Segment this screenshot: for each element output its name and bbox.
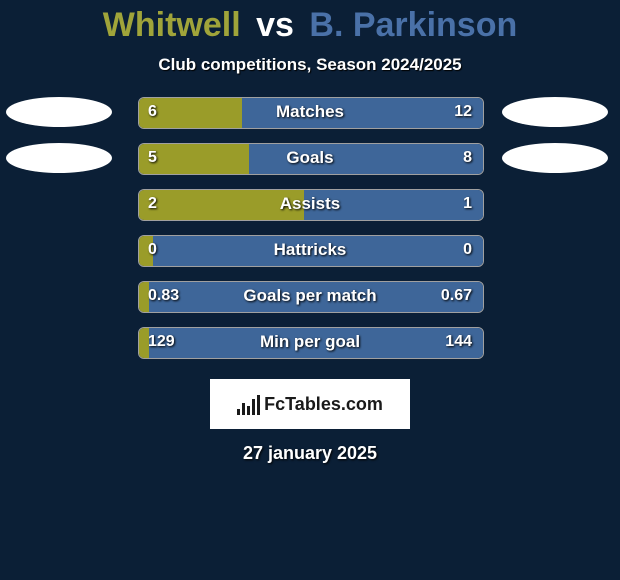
stat-value-right: 8: [463, 143, 472, 173]
bar-track: [138, 143, 484, 175]
stat-row: Min per goal129144: [0, 327, 620, 373]
stat-value-left: 5: [148, 143, 157, 173]
player2-avatar-icon: [502, 97, 608, 127]
stat-row: Assists21: [0, 189, 620, 235]
player1-avatar-icon: [6, 97, 112, 127]
player2-avatar-icon: [502, 143, 608, 173]
bar-fill-right: [153, 236, 483, 266]
stat-row: Hattricks00: [0, 235, 620, 281]
stat-value-left: 0.83: [148, 281, 179, 311]
stat-rows: Matches612Goals58Assists21Hattricks00Goa…: [0, 97, 620, 373]
stat-value-right: 144: [445, 327, 472, 357]
title-vs: vs: [256, 6, 294, 44]
chart-date: 27 january 2025: [0, 443, 620, 464]
bar-track: [138, 281, 484, 313]
bar-fill-right: [249, 144, 483, 174]
player1-avatar-icon: [6, 143, 112, 173]
stat-value-left: 2: [148, 189, 157, 219]
stat-row: Goals58: [0, 143, 620, 189]
stat-row: Matches612: [0, 97, 620, 143]
stat-value-left: 6: [148, 97, 157, 127]
stat-value-right: 12: [454, 97, 472, 127]
bar-fill-right: [242, 98, 483, 128]
chart-title: Whitwell vs B. Parkinson: [0, 6, 620, 45]
logo-bars-icon: [237, 393, 260, 415]
stat-value-right: 1: [463, 189, 472, 219]
logo-text: FcTables.com: [264, 394, 383, 415]
bar-track: [138, 97, 484, 129]
bar-fill-right: [149, 282, 483, 312]
bar-track: [138, 189, 484, 221]
bar-track: [138, 235, 484, 267]
stat-value-right: 0.67: [441, 281, 472, 311]
comparison-chart: Whitwell vs B. Parkinson Club competitio…: [0, 6, 620, 464]
stat-value-right: 0: [463, 235, 472, 265]
stat-value-left: 0: [148, 235, 157, 265]
stat-row: Goals per match0.830.67: [0, 281, 620, 327]
bar-fill-right: [304, 190, 483, 220]
bar-track: [138, 327, 484, 359]
logo-card: FcTables.com: [210, 379, 410, 429]
player2-name: B. Parkinson: [309, 6, 517, 44]
stat-value-left: 129: [148, 327, 175, 357]
bar-fill-right: [149, 328, 483, 358]
chart-subtitle: Club competitions, Season 2024/2025: [0, 55, 620, 75]
bar-fill-left: [139, 190, 304, 220]
player1-name: Whitwell: [103, 6, 241, 44]
